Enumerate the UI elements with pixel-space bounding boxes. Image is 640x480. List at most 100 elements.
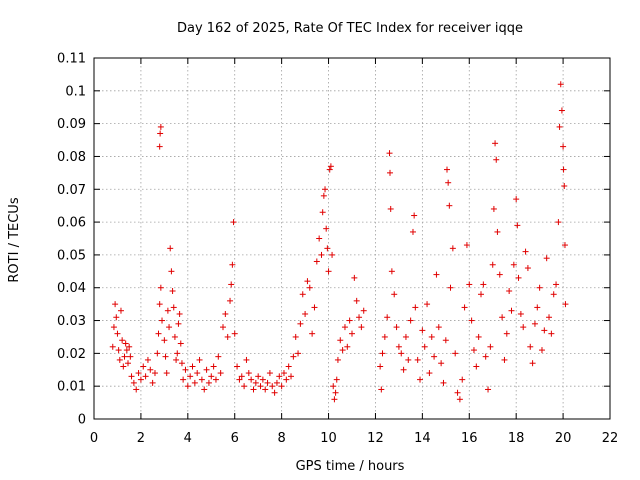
data-point — [456, 396, 463, 403]
data-point — [178, 360, 185, 367]
data-point — [468, 317, 475, 324]
x-tick-label: 12 — [367, 431, 384, 446]
data-point — [561, 182, 568, 189]
data-point — [501, 356, 508, 363]
data-point — [339, 347, 346, 354]
data-point — [238, 373, 245, 380]
data-point — [331, 396, 338, 403]
data-point — [157, 284, 164, 291]
y-axis-label: ROTI / TECUs — [7, 197, 22, 282]
y-tick-label: 0.01 — [57, 380, 86, 395]
data-point — [428, 333, 435, 340]
data-point — [409, 228, 416, 235]
data-point — [503, 330, 510, 337]
data-point — [210, 363, 217, 370]
data-point — [402, 333, 409, 340]
data-point — [326, 166, 333, 173]
data-point — [323, 225, 330, 232]
data-point — [405, 356, 412, 363]
data-point — [173, 356, 180, 363]
data-point — [228, 281, 235, 288]
data-point — [353, 297, 360, 304]
data-point — [212, 376, 219, 383]
data-point — [379, 350, 386, 357]
data-point — [538, 347, 545, 354]
data-point — [122, 340, 129, 347]
data-point — [461, 304, 468, 311]
data-point — [435, 324, 442, 331]
data-point — [187, 373, 194, 380]
data-point — [433, 271, 440, 278]
data-point — [125, 360, 132, 367]
data-point — [297, 320, 304, 327]
data-point — [205, 379, 212, 386]
data-point — [506, 288, 513, 295]
x-tick-label: 16 — [461, 431, 478, 446]
data-point — [318, 251, 325, 258]
data-point — [489, 261, 496, 268]
data-point — [276, 373, 283, 380]
y-tick-label: 0.02 — [57, 347, 86, 362]
data-point — [257, 383, 264, 390]
data-point — [194, 370, 201, 377]
data-point — [127, 353, 134, 360]
data-point — [273, 379, 280, 386]
data-point — [411, 212, 418, 219]
data-point — [398, 350, 405, 357]
data-point — [161, 337, 168, 344]
data-point — [170, 304, 177, 311]
data-point — [445, 179, 452, 186]
data-point — [327, 163, 334, 170]
data-point — [513, 196, 520, 203]
data-point — [241, 383, 248, 390]
data-point — [217, 370, 224, 377]
data-point — [349, 330, 355, 337]
data-point — [290, 353, 297, 360]
data-point — [304, 278, 311, 285]
data-point — [266, 370, 273, 377]
data-point — [149, 379, 156, 386]
data-point — [174, 350, 181, 357]
data-point — [485, 386, 492, 393]
data-point — [306, 284, 313, 291]
y-tick-label: 0.1 — [65, 84, 86, 99]
x-tick-label: 2 — [137, 431, 145, 446]
data-point — [522, 248, 529, 255]
data-point — [515, 274, 522, 281]
data-points — [109, 81, 569, 403]
data-point — [169, 288, 176, 295]
x-axis-label: GPS time / hours — [296, 459, 405, 474]
data-point — [473, 363, 480, 370]
data-point — [177, 340, 184, 347]
data-point — [384, 314, 391, 321]
data-point — [553, 281, 560, 288]
data-point — [196, 356, 203, 363]
data-point — [236, 376, 243, 383]
y-tick-label: 0.07 — [57, 183, 86, 198]
data-point — [452, 350, 459, 357]
grid-lines — [94, 58, 610, 419]
data-point — [227, 297, 234, 304]
data-point — [534, 304, 541, 311]
data-point — [393, 324, 400, 331]
data-point — [319, 209, 326, 216]
data-point — [259, 376, 266, 383]
data-point — [442, 337, 449, 344]
data-point — [414, 356, 421, 363]
data-point — [449, 245, 456, 252]
data-point — [517, 310, 524, 317]
data-point — [356, 314, 363, 321]
data-point — [117, 307, 124, 314]
x-tick-label: 10 — [320, 431, 337, 446]
data-point — [459, 376, 466, 383]
data-point — [377, 363, 384, 370]
data-point — [140, 363, 147, 370]
data-point — [360, 307, 367, 314]
data-point — [154, 350, 161, 357]
data-point — [215, 353, 222, 360]
data-point — [400, 366, 407, 373]
data-point — [466, 281, 473, 288]
data-point — [332, 389, 339, 396]
data-point — [109, 343, 116, 350]
data-point — [114, 330, 121, 337]
